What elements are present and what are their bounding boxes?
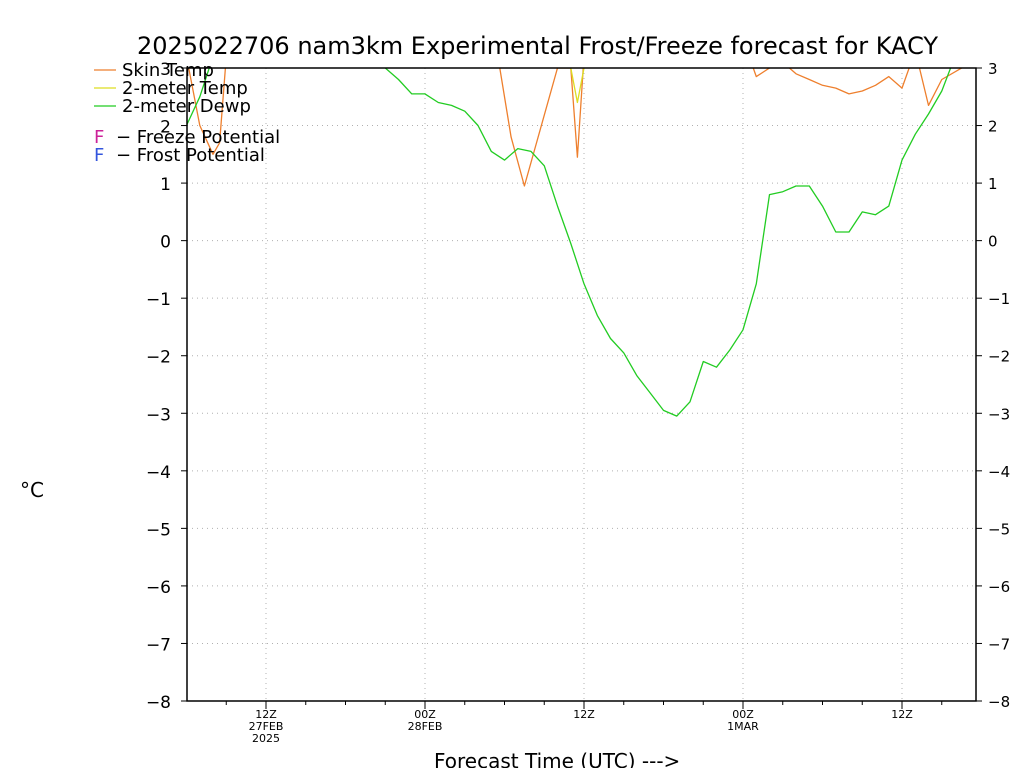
- x-axis-label: Forecast Time (UTC) --->: [434, 749, 680, 768]
- series-line-2-meter-temp: [570, 68, 585, 104]
- y-tick-label: −4: [146, 463, 171, 483]
- y-tick-label: 0: [160, 233, 171, 253]
- legend-marker: F: [94, 145, 104, 166]
- legend-label: Skin Temp: [122, 60, 214, 81]
- y-tick-label: −8: [146, 693, 171, 713]
- y-tick-label-right: 1: [988, 175, 998, 193]
- y-tick-label-right: −5: [988, 520, 1010, 538]
- legend-label: − Freeze Potential: [116, 127, 280, 148]
- y-tick-label: −1: [146, 290, 171, 310]
- x-tick-label: 1MAR: [727, 720, 759, 733]
- y-tick-label: −6: [146, 578, 171, 598]
- legend-label: 2-meter Dewp: [122, 96, 251, 117]
- legend-label: 2-meter Temp: [122, 78, 248, 99]
- y-tick-label: 3: [160, 60, 171, 80]
- y-tick-label-right: −4: [988, 463, 1010, 481]
- y-axis-right: 3 2 1 0 −1 −2 −3 −4 −5 −6 −7 −8: [976, 60, 1010, 711]
- y-axis-left: 3 2 1 0 −1 −2 −3 −4 −5 −6 −7 −8: [146, 60, 187, 713]
- y-tick-label-right: 2: [988, 118, 998, 136]
- y-tick-label: −5: [146, 520, 171, 540]
- x-tick-label: 12Z: [255, 708, 277, 721]
- y-axis-label: °C: [20, 478, 44, 502]
- y-tick-label-right: 0: [988, 233, 998, 251]
- y-tick-label: −2: [146, 348, 171, 368]
- y-tick-label-right: −7: [988, 635, 1010, 653]
- x-tick-label: 27FEB: [249, 720, 284, 733]
- legend-marker: F: [94, 127, 104, 148]
- grid-lines: [187, 67, 976, 702]
- series-line-skin-temp: [188, 68, 963, 187]
- x-tick-label: 00Z: [414, 708, 436, 721]
- x-tick-label: 2025: [252, 732, 280, 745]
- y-tick-label-right: −3: [988, 405, 1010, 423]
- y-tick-label-right: 3: [988, 60, 998, 78]
- y-tick-label-right: −1: [988, 290, 1010, 308]
- y-tick-label: 1: [160, 175, 171, 195]
- y-tick-label-right: −8: [988, 693, 1010, 711]
- y-tick-label: −7: [146, 635, 171, 655]
- y-tick-label: 2: [160, 118, 171, 138]
- x-tick-label: 12Z: [891, 708, 913, 721]
- chart-title: 2025022706 nam3km Experimental Frost/Fre…: [137, 32, 938, 60]
- y-tick-label: −3: [146, 405, 171, 425]
- series-layer: [187, 68, 963, 417]
- series-line-2-meter-dewp: [187, 68, 952, 417]
- y-tick-label-right: −2: [988, 348, 1010, 366]
- x-tick-label: 00Z: [732, 708, 754, 721]
- x-tick-label: 12Z: [573, 708, 595, 721]
- legend-label: − Frost Potential: [116, 145, 265, 166]
- plot-frame: [186, 67, 977, 702]
- x-tick-label: 28FEB: [408, 720, 443, 733]
- y-tick-label-right: −6: [988, 578, 1010, 596]
